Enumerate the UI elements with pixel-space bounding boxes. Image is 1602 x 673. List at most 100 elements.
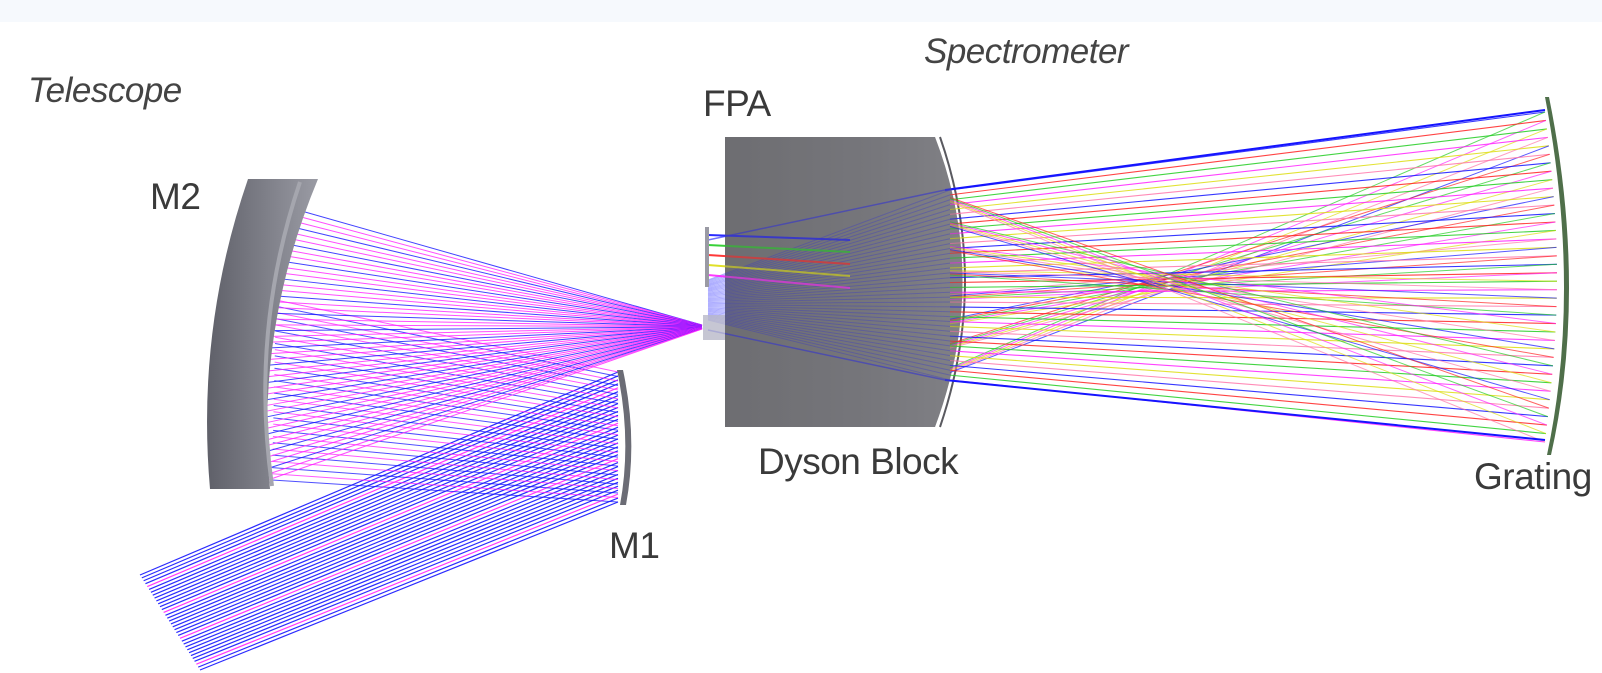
ray (289, 243, 703, 327)
ray (707, 309, 951, 332)
ray (273, 324, 703, 328)
ray (949, 255, 1557, 298)
ray (272, 326, 703, 337)
ray (949, 204, 1555, 245)
ray (267, 328, 703, 469)
ray (275, 324, 619, 391)
ray (707, 316, 951, 366)
ray (188, 477, 619, 654)
ray (944, 109, 1546, 191)
ray (267, 327, 703, 383)
ray (949, 255, 1557, 274)
ray (707, 257, 951, 295)
ray (707, 319, 951, 381)
ray (295, 221, 703, 326)
ray (949, 162, 1551, 220)
ray (949, 272, 1558, 300)
ray (707, 218, 951, 287)
ray (276, 307, 703, 327)
ray (154, 402, 619, 599)
ray (949, 274, 1557, 316)
ray (267, 328, 703, 458)
ray (159, 414, 619, 608)
ray (707, 291, 951, 303)
ray (949, 198, 1549, 418)
ray (290, 238, 703, 326)
ray (707, 314, 951, 357)
ray (274, 361, 619, 418)
ray (707, 308, 951, 327)
ray (139, 371, 619, 576)
ray (949, 201, 1546, 443)
ray (266, 327, 703, 424)
ray (267, 328, 703, 447)
ray (707, 277, 951, 299)
ray (267, 328, 703, 481)
ray (707, 244, 851, 253)
ray (949, 179, 1553, 230)
ray (296, 215, 703, 326)
ray (949, 197, 1549, 409)
ray (272, 467, 619, 494)
ray (949, 320, 1555, 342)
ray (949, 222, 1553, 375)
ray (949, 273, 1557, 308)
ray (187, 473, 619, 651)
ray (707, 194, 951, 282)
ray (707, 310, 951, 337)
ray (272, 442, 619, 476)
ray (949, 246, 1557, 269)
ray (949, 311, 1556, 325)
ray (949, 364, 1548, 418)
ray (707, 264, 851, 277)
ray (949, 204, 1555, 321)
dyson-block-glass (725, 137, 963, 427)
ray (267, 327, 703, 389)
ray (949, 246, 1556, 333)
ray (707, 213, 951, 286)
ray (949, 221, 1556, 324)
ray (949, 221, 1554, 367)
ray (272, 460, 619, 490)
ray (949, 199, 1548, 426)
m1-label: M1 (609, 525, 660, 566)
ray (272, 326, 703, 332)
fpa-label: FPA (703, 83, 771, 124)
ray (272, 473, 619, 499)
ray (194, 489, 619, 662)
telescope-label: Telescope (28, 71, 182, 110)
ray (949, 270, 1557, 282)
ray (192, 485, 619, 660)
ray (277, 301, 703, 327)
ray (280, 284, 703, 327)
ray (266, 327, 703, 412)
ray (145, 383, 619, 585)
ray (143, 379, 619, 582)
ray (271, 479, 619, 503)
ray (179, 458, 619, 639)
ray (707, 318, 951, 376)
ray (273, 423, 619, 463)
ray (292, 232, 703, 326)
ray (172, 442, 619, 628)
ray (949, 238, 1557, 296)
ray (266, 327, 703, 441)
ray (167, 430, 619, 619)
ray (707, 247, 951, 293)
ray (297, 209, 703, 326)
grating-label: Grating (1474, 456, 1592, 497)
ray (949, 263, 1557, 279)
ray (949, 145, 1549, 211)
ray (707, 233, 951, 290)
ray (269, 326, 703, 360)
ray (949, 213, 1555, 323)
ray (707, 189, 951, 281)
ray (949, 111, 1546, 369)
ray (707, 274, 851, 289)
ray (707, 209, 951, 285)
ray (272, 436, 619, 472)
dyson-block-label: Dyson Block (758, 441, 959, 482)
ray (949, 196, 1554, 240)
